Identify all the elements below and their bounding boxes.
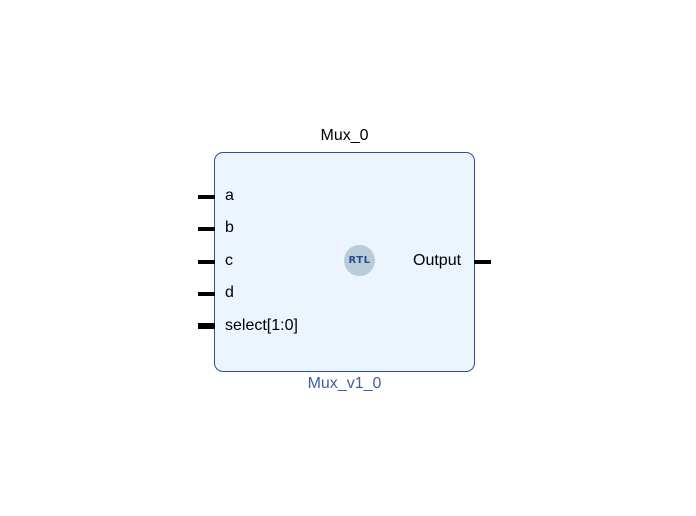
rtl-badge-text: RTL [348, 255, 371, 266]
pin-a-label: a [225, 187, 234, 204]
module-name[interactable]: Mux_v1_0 [307, 375, 382, 392]
instance-name[interactable]: Mux_0 [320, 127, 369, 144]
pin-output-label: Output [413, 252, 462, 269]
pin-select-bus-wire[interactable] [198, 323, 215, 329]
pin-output-wire[interactable] [474, 260, 491, 264]
pin-c-label: c [225, 252, 233, 269]
pin-c-wire[interactable] [198, 260, 215, 264]
pin-d-wire[interactable] [198, 292, 215, 296]
pin-a-wire[interactable] [198, 195, 215, 199]
pin-b-label: b [225, 219, 234, 236]
rtl-icon: RTL [344, 245, 375, 276]
pin-b-wire[interactable] [198, 227, 215, 231]
pin-d-label: d [225, 284, 234, 301]
pin-select-label: select[1:0] [225, 317, 298, 334]
